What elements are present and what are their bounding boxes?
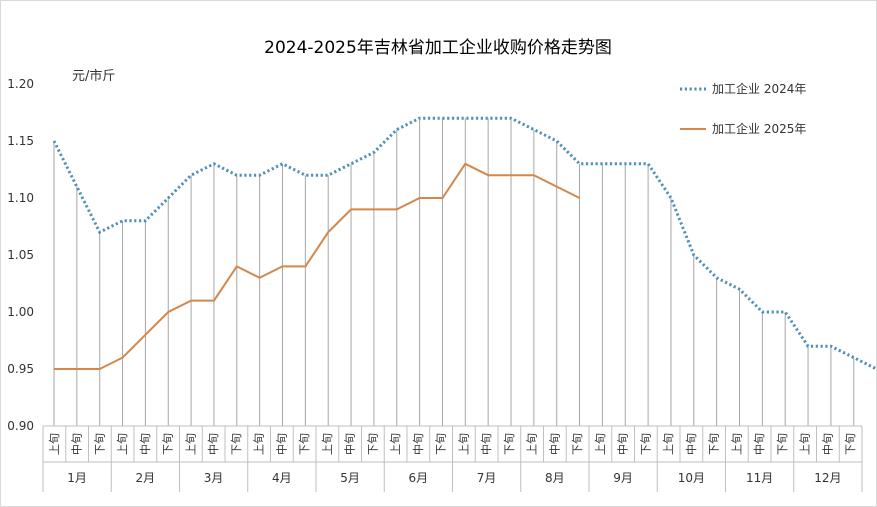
x-sub-tick-label: 中旬 — [207, 433, 220, 455]
x-month-label: 4月 — [272, 471, 292, 485]
x-sub-tick-label: 下旬 — [298, 433, 311, 455]
x-sub-tick-label: 上旬 — [799, 433, 812, 455]
x-sub-tick-label: 上旬 — [594, 433, 607, 455]
x-sub-tick-label: 中旬 — [548, 433, 561, 455]
x-month-label: 1月 — [67, 471, 87, 485]
x-sub-tick-label: 下旬 — [435, 433, 448, 455]
x-sub-tick-label: 上旬 — [526, 433, 539, 455]
x-sub-tick-label: 中旬 — [412, 433, 425, 455]
x-sub-tick-label: 上旬 — [662, 433, 675, 455]
x-sub-tick-label: 上旬 — [321, 433, 334, 455]
x-month-label: 5月 — [340, 471, 360, 485]
series-layer — [52, 116, 877, 371]
x-sub-tick-label: 上旬 — [730, 433, 743, 455]
x-sub-tick-label: 下旬 — [162, 433, 175, 455]
y-tick-label: 1.15 — [7, 134, 34, 148]
chart-title: 2024-2025年吉林省加工企业收购价格走势图 — [264, 38, 612, 58]
y-tick-label: 1.00 — [7, 305, 34, 319]
y-tick-label: 1.05 — [7, 248, 34, 262]
y-tick-label: 1.20 — [7, 77, 34, 91]
x-sub-tick-label: 下旬 — [639, 433, 652, 455]
x-sub-tick-label: 中旬 — [71, 433, 84, 455]
x-sub-tick-label: 下旬 — [844, 433, 857, 455]
x-month-label: 7月 — [477, 471, 497, 485]
x-sub-tick-label: 下旬 — [708, 433, 721, 455]
x-sub-tick-label: 上旬 — [116, 433, 129, 455]
legend-label: 加工企业 2024年 — [712, 81, 806, 96]
legend-label: 加工企业 2025年 — [712, 121, 806, 136]
y-tick-label: 0.95 — [7, 362, 34, 376]
x-sub-tick-label: 中旬 — [821, 433, 834, 455]
x-month-label: 8月 — [545, 471, 565, 485]
x-month-label: 9月 — [613, 471, 633, 485]
x-axis: 上旬 中旬 下旬 上旬 中旬 下旬 上旬 中旬 下旬 上旬 中旬 下旬 上旬 中旬 下旬 上旬 中旬 下旬 上旬 中旬… — [42, 425, 863, 492]
x-sub-tick-label: 中旬 — [753, 433, 766, 455]
y-axis-unit-label: 元/市斤 — [72, 68, 115, 84]
x-sub-tick-label: 上旬 — [253, 433, 266, 455]
x-month-label: 11月 — [746, 471, 773, 485]
y-tick-label: 1.10 — [7, 191, 34, 205]
x-sub-tick-label: 下旬 — [571, 433, 584, 455]
x-sub-tick-label: 下旬 — [776, 433, 789, 455]
x-sub-tick-label: 下旬 — [230, 433, 243, 455]
x-sub-tick-label: 下旬 — [366, 433, 379, 455]
x-sub-tick-label: 中旬 — [344, 433, 357, 455]
x-month-label: 6月 — [409, 471, 429, 485]
x-sub-tick-label: 上旬 — [457, 433, 470, 455]
y-axis: 0.90 0.95 1.00 1.05 1.10 1.15 1.20 — [7, 77, 34, 433]
x-month-label: 3月 — [204, 471, 224, 485]
series-line-2024 — [52, 116, 877, 371]
x-sub-tick-label: 上旬 — [48, 433, 61, 455]
x-month-label: 12月 — [814, 471, 841, 485]
x-sub-tick-label: 中旬 — [480, 433, 493, 455]
x-sub-tick-label: 下旬 — [503, 433, 516, 455]
x-month-label: 10月 — [678, 471, 705, 485]
x-sub-tick-label: 中旬 — [685, 433, 698, 455]
y-tick-label: 0.90 — [7, 419, 34, 433]
x-sub-tick-label: 下旬 — [93, 433, 106, 455]
x-sub-tick-label: 上旬 — [389, 433, 402, 455]
x-sub-tick-label: 中旬 — [139, 433, 152, 455]
vertical-grid — [53, 118, 855, 426]
x-sub-tick-label: 中旬 — [275, 433, 288, 455]
x-sub-tick-label: 中旬 — [617, 433, 630, 455]
x-sub-tick-label: 上旬 — [184, 433, 197, 455]
series-line-2025 — [54, 162, 581, 370]
x-month-label: 2月 — [136, 471, 156, 485]
